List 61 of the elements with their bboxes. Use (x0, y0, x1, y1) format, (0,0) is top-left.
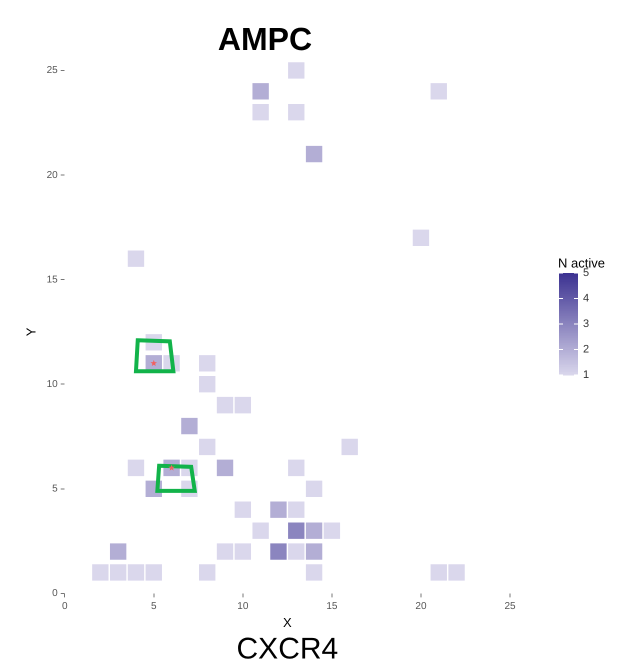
point (304, 542, 324, 561)
point (234, 396, 252, 414)
point (144, 563, 163, 582)
y-tick-label: 15 (46, 274, 58, 286)
point (430, 563, 448, 582)
point (198, 375, 216, 394)
y-tick-label: 5 (52, 484, 58, 495)
point (269, 542, 288, 561)
y-tick-label: 10 (46, 378, 58, 390)
color-bar-label: 1 (583, 369, 590, 382)
point (251, 103, 270, 122)
text: CXCR4 (236, 632, 338, 666)
point (198, 438, 216, 456)
point (304, 563, 324, 582)
y-axis-title: Y (23, 327, 38, 336)
point (198, 354, 216, 372)
x-tick-label: 0 (62, 601, 68, 612)
y-tick-label: 20 (46, 170, 58, 181)
x-tick-label: 5 (150, 601, 157, 612)
chart-title: AMPC (218, 21, 312, 58)
point (234, 542, 252, 561)
point (304, 521, 324, 540)
point (287, 500, 306, 519)
point (216, 396, 234, 414)
point (447, 563, 466, 582)
point (108, 563, 128, 582)
point (180, 416, 199, 436)
x-tick-label: 15 (326, 601, 338, 612)
point (287, 61, 306, 80)
point (412, 228, 430, 247)
color-bar-label: 3 (583, 318, 590, 330)
point (198, 563, 216, 582)
point (287, 458, 306, 478)
point (287, 521, 306, 540)
x-tick-label: 25 (504, 601, 516, 612)
point (287, 542, 306, 561)
color-bar-label: 4 (583, 292, 590, 305)
point (287, 103, 306, 122)
point (216, 542, 234, 561)
point (340, 438, 359, 456)
color-bar-label: 2 (583, 344, 590, 356)
point (251, 82, 270, 101)
point (108, 542, 128, 561)
point (251, 521, 270, 540)
y-tick-label: 25 (46, 65, 58, 76)
x-tick-label: 10 (237, 601, 249, 612)
point (91, 563, 110, 582)
point (304, 480, 324, 498)
x-axis-title: X (283, 614, 292, 630)
point (126, 249, 146, 268)
x-tick-label: 20 (415, 601, 427, 612)
point (430, 82, 448, 101)
y-tick-label: 0 (52, 588, 58, 600)
point (322, 521, 342, 540)
point (234, 500, 252, 519)
point (216, 458, 234, 478)
point (304, 144, 324, 164)
point (126, 563, 146, 582)
point (269, 500, 288, 519)
color-bar-label: 5 (583, 267, 590, 280)
point (126, 458, 146, 478)
